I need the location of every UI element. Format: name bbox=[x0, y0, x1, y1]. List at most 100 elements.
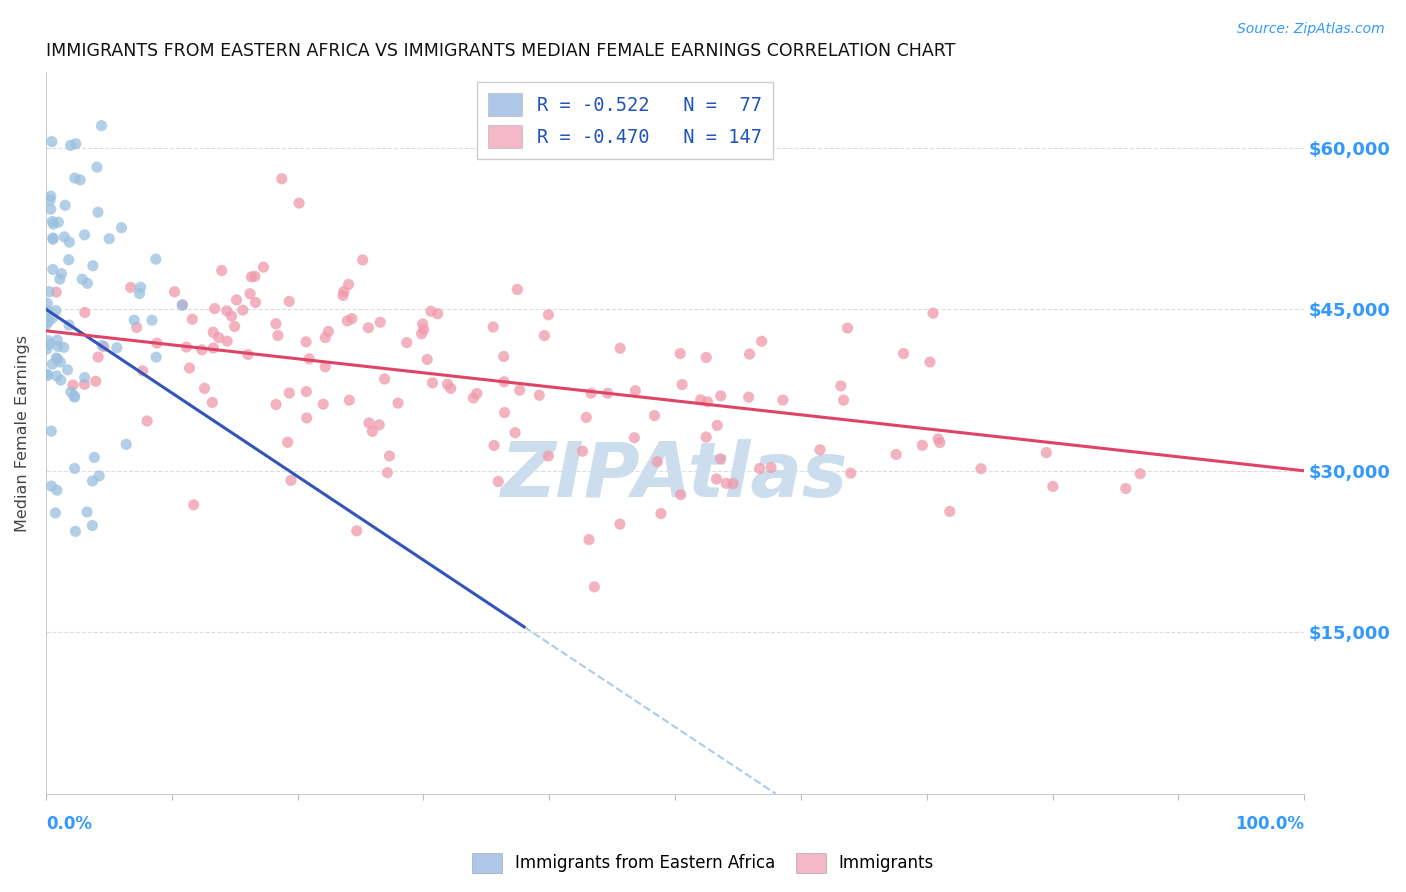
Point bbox=[62, 378, 84, 392]
Text: ZIPAtlas: ZIPAtlas bbox=[502, 440, 849, 514]
Point bbox=[624, 384, 647, 398]
Point bbox=[1035, 445, 1057, 459]
Point bbox=[63, 171, 86, 186]
Point bbox=[579, 386, 602, 401]
Point bbox=[145, 252, 167, 266]
Point bbox=[643, 409, 665, 423]
Point bbox=[426, 307, 449, 321]
Point bbox=[420, 304, 443, 318]
Point bbox=[314, 330, 336, 344]
Point bbox=[44, 506, 66, 520]
Point bbox=[436, 377, 458, 392]
Point bbox=[270, 171, 292, 186]
Point bbox=[224, 319, 246, 334]
Point bbox=[837, 321, 859, 335]
Point bbox=[529, 388, 551, 402]
Point bbox=[141, 313, 163, 327]
Point bbox=[492, 350, 515, 364]
Point bbox=[58, 235, 80, 249]
Point bbox=[172, 298, 194, 312]
Point bbox=[830, 379, 852, 393]
Point bbox=[82, 259, 104, 273]
Point bbox=[669, 488, 692, 502]
Point bbox=[378, 449, 401, 463]
Point bbox=[482, 438, 505, 452]
Point bbox=[225, 293, 247, 307]
Point bbox=[537, 308, 560, 322]
Point bbox=[46, 333, 69, 347]
Point bbox=[609, 341, 631, 355]
Point bbox=[204, 301, 226, 316]
Point bbox=[39, 193, 62, 207]
Point bbox=[412, 317, 434, 331]
Point bbox=[623, 431, 645, 445]
Point bbox=[721, 476, 744, 491]
Point bbox=[39, 189, 62, 203]
Point bbox=[482, 320, 505, 334]
Point bbox=[571, 444, 593, 458]
Point bbox=[193, 381, 215, 395]
Point bbox=[82, 474, 104, 488]
Point bbox=[73, 227, 96, 242]
Point bbox=[689, 392, 711, 407]
Point bbox=[264, 398, 287, 412]
Point bbox=[387, 396, 409, 410]
Point bbox=[49, 373, 72, 387]
Point bbox=[839, 466, 862, 480]
Point bbox=[215, 303, 238, 318]
Point bbox=[73, 305, 96, 319]
Point bbox=[39, 424, 62, 438]
Point bbox=[706, 418, 728, 433]
Point bbox=[336, 314, 359, 328]
Point bbox=[911, 438, 934, 452]
Point bbox=[232, 303, 254, 318]
Point bbox=[45, 285, 67, 300]
Point bbox=[179, 361, 201, 376]
Point bbox=[129, 280, 152, 294]
Point bbox=[42, 217, 65, 231]
Point bbox=[42, 262, 65, 277]
Point bbox=[368, 417, 391, 432]
Point bbox=[333, 285, 356, 299]
Point bbox=[368, 315, 391, 329]
Point bbox=[41, 357, 63, 371]
Point bbox=[583, 580, 606, 594]
Point bbox=[243, 269, 266, 284]
Point bbox=[695, 351, 717, 365]
Point bbox=[927, 432, 949, 446]
Point bbox=[264, 317, 287, 331]
Point bbox=[696, 394, 718, 409]
Point bbox=[340, 311, 363, 326]
Point bbox=[463, 391, 485, 405]
Point bbox=[45, 368, 67, 383]
Point bbox=[146, 336, 169, 351]
Point bbox=[352, 252, 374, 267]
Point bbox=[56, 363, 79, 377]
Point bbox=[1129, 467, 1152, 481]
Point bbox=[970, 461, 993, 475]
Point bbox=[278, 294, 301, 309]
Point bbox=[37, 334, 59, 348]
Point bbox=[45, 351, 67, 365]
Point bbox=[240, 269, 263, 284]
Point bbox=[252, 260, 274, 274]
Point bbox=[737, 390, 759, 404]
Point bbox=[53, 230, 76, 244]
Point bbox=[98, 232, 121, 246]
Point bbox=[45, 303, 67, 318]
Point bbox=[172, 298, 194, 312]
Point bbox=[41, 214, 63, 228]
Point bbox=[509, 383, 531, 397]
Point bbox=[295, 384, 318, 399]
Point bbox=[65, 524, 87, 539]
Point bbox=[412, 322, 434, 336]
Point bbox=[808, 442, 831, 457]
Point bbox=[939, 504, 962, 518]
Point bbox=[69, 173, 91, 187]
Point bbox=[202, 326, 225, 340]
Point bbox=[337, 393, 360, 408]
Point bbox=[46, 339, 69, 353]
Point bbox=[298, 351, 321, 366]
Point bbox=[37, 315, 59, 329]
Text: IMMIGRANTS FROM EASTERN AFRICA VS IMMIGRANTS MEDIAN FEMALE EARNINGS CORRELATION : IMMIGRANTS FROM EASTERN AFRICA VS IMMIGR… bbox=[46, 42, 955, 60]
